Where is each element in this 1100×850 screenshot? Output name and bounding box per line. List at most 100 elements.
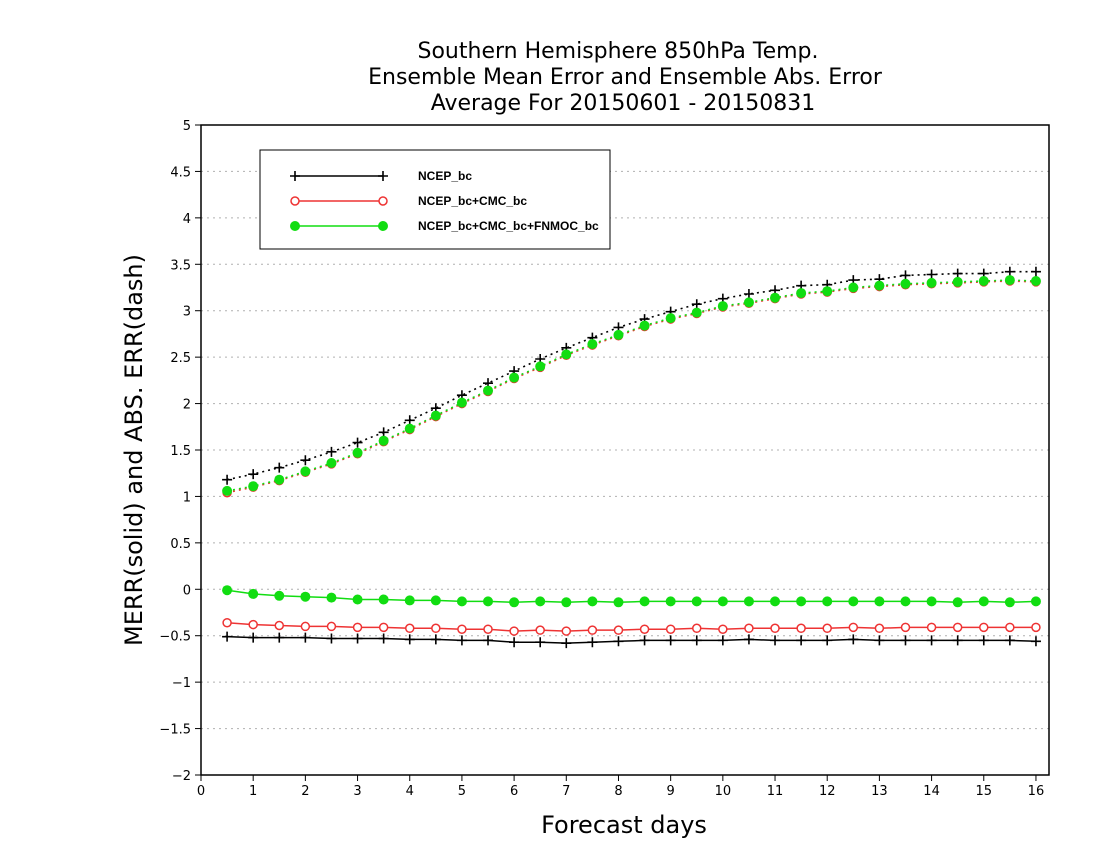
y-tick-label: 4 (183, 212, 191, 227)
merr-point (770, 635, 781, 646)
abs-err-point (352, 437, 363, 448)
merr-point (587, 625, 598, 635)
merr-point (561, 626, 572, 636)
abs-err-point (822, 286, 833, 297)
x-tick-label: 8 (614, 784, 622, 799)
merr-point (743, 634, 754, 645)
merr-point (952, 597, 963, 608)
merr-point (1004, 635, 1015, 646)
abs-err-point (717, 301, 728, 312)
merr-point (639, 635, 650, 646)
x-tick-label: 0 (197, 784, 205, 799)
abs-err-point (326, 446, 337, 457)
y-tick-label: 4.5 (170, 165, 191, 180)
plot-frame (200, 124, 1050, 776)
merr-point (300, 621, 311, 632)
merr-point (457, 624, 467, 634)
abs-err-point (222, 485, 233, 496)
y-axis-label: MERR(solid) and ABS. ERR(dash) (120, 254, 148, 646)
legend-label: NCEP_bc+CMC_bc (418, 194, 527, 208)
merr-point (717, 635, 728, 646)
merr-point (613, 625, 624, 635)
merr-point (796, 635, 807, 646)
legend-marker (378, 171, 388, 181)
abs-err-point (900, 270, 911, 281)
merr-point (718, 624, 728, 634)
abs-err-point (691, 299, 702, 310)
merr-point (874, 596, 885, 607)
merr-point (326, 592, 337, 603)
merr-point (430, 595, 441, 606)
merr-point (822, 596, 833, 607)
legend-marker (290, 171, 300, 181)
merr-point (978, 635, 989, 646)
abs-err-point (404, 415, 415, 426)
merr-point (326, 633, 337, 644)
legend-marker (378, 221, 388, 231)
abs-err-point (274, 462, 285, 473)
merr-point (535, 596, 546, 607)
abs-err-point (952, 276, 963, 287)
abs-err-point (639, 320, 650, 331)
abs-err-point (430, 410, 441, 421)
legend-marker (290, 221, 300, 231)
y-tick-label: −2 (172, 769, 191, 784)
abs-err-point (535, 361, 546, 372)
legend-label: NCEP_bc (418, 169, 472, 183)
chart-title-line-3: Average For 20150601 - 20150831 (431, 91, 816, 116)
merr-line (226, 589, 1037, 604)
merr-point (404, 595, 415, 606)
merr-point (691, 635, 702, 646)
merr-point (456, 635, 467, 646)
merr-point (587, 637, 598, 648)
y-tick-label: 2 (183, 398, 191, 413)
abs-err-point (222, 474, 233, 485)
x-tick-label: 14 (923, 784, 940, 799)
merr-point (613, 597, 624, 608)
y-tick-label: 3 (183, 305, 191, 320)
merr-point (691, 596, 702, 607)
legend-label: NCEP_bc+CMC_bc+FNMOC_bc (418, 219, 599, 233)
y-tick-label: −1.5 (159, 723, 191, 738)
abs-err-point (248, 469, 259, 480)
y-tick-label: −0.5 (159, 630, 191, 645)
merr-point (665, 624, 676, 634)
series-ncep-bc (222, 266, 1041, 649)
merr-point (665, 635, 676, 646)
abs-err-point (248, 481, 259, 492)
merr-point (848, 596, 859, 607)
abs-err-point (848, 282, 859, 293)
merr-point (900, 622, 911, 633)
merr-point (978, 596, 989, 607)
merr-line (227, 621, 1036, 632)
abs-err-point (404, 423, 415, 434)
abs-err-point (691, 307, 702, 318)
merr-line (227, 635, 1037, 644)
abs-err-point (952, 268, 963, 279)
legend: NCEP_bc NCEP_bc+CMC_bc NCEP_bc+CMC_bc+FNMO… (259, 149, 611, 250)
merr-point (848, 634, 859, 645)
merr-point (274, 590, 285, 601)
abs-err-line (226, 279, 1037, 492)
merr-point (274, 632, 285, 643)
merr-point (352, 622, 363, 633)
merr-point (535, 625, 545, 635)
x-tick-label: 2 (301, 784, 309, 799)
merr-point (874, 635, 885, 646)
abs-err-line (226, 280, 1037, 494)
merr-point (770, 623, 780, 634)
abs-err-point (874, 280, 885, 291)
merr-point (248, 619, 258, 630)
x-tick-label: 4 (406, 784, 414, 799)
abs-err-point (483, 385, 494, 396)
x-tick-label: 6 (510, 784, 518, 799)
merr-point (1030, 636, 1041, 647)
merr-point (926, 596, 937, 607)
merr-point (222, 631, 233, 642)
merr-point (509, 597, 520, 608)
abs-err-point (743, 289, 754, 299)
merr-point (796, 596, 807, 607)
x-tick-label: 3 (353, 784, 361, 799)
merr-point (979, 622, 989, 633)
merr-point (248, 588, 259, 599)
